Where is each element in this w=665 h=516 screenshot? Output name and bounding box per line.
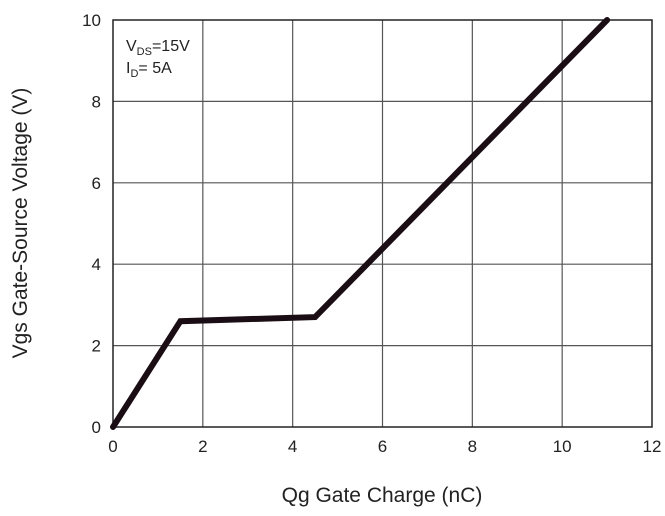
x-tick-label: 4	[288, 437, 297, 456]
y-tick-label: 8	[92, 92, 101, 111]
annotation-vds-value: =15V	[152, 38, 190, 55]
x-tick-label: 10	[553, 437, 572, 456]
y-axis-title: Vgs Gate-Source Voltage (V)	[9, 88, 32, 359]
y-tick-label: 0	[92, 418, 101, 437]
y-tick-labels: 0 2 4 6 8 10	[82, 11, 101, 437]
annotation-id-sub: D	[130, 68, 138, 80]
annotation-vds: VDS=15V	[126, 38, 190, 58]
annotation-id-value: = 5A	[138, 60, 172, 77]
y-tick-label: 2	[92, 337, 101, 356]
x-tick-label: 12	[643, 437, 662, 456]
plot-frame	[112, 19, 653, 428]
x-tick-label: 6	[378, 437, 387, 456]
grid-lines	[113, 20, 652, 427]
x-tick-labels: 0 2 4 6 8 10 12	[108, 437, 661, 456]
series-group	[110, 17, 611, 430]
x-axis-title: Qg Gate Charge (nC)	[282, 484, 483, 507]
y-tick-label: 6	[92, 174, 101, 193]
x-tick-label: 0	[108, 437, 117, 456]
annotation-vds-sub: DS	[137, 46, 152, 58]
x-tick-label: 8	[468, 437, 477, 456]
annotation-vds-main: V	[126, 38, 137, 55]
annotation-id-main: I	[126, 60, 130, 77]
series-line-vgs	[110, 17, 611, 430]
y-tick-label: 10	[82, 11, 101, 30]
y-tick-label: 4	[92, 255, 101, 274]
annotation-id: ID= 5A	[126, 60, 172, 80]
x-tick-label: 2	[198, 437, 207, 456]
